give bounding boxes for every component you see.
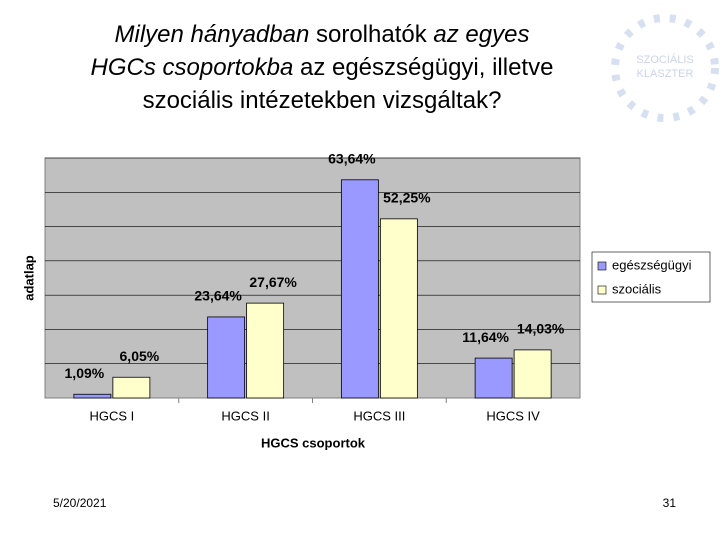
title-segment: Milyen hányadban bbox=[115, 21, 310, 48]
data-label: 27,67% bbox=[249, 274, 297, 290]
x-tick-label: HGCS IV bbox=[486, 408, 540, 423]
bar bbox=[340, 179, 379, 399]
date: 5/20/2021 bbox=[53, 496, 107, 510]
logo-text: SZOCIÁLIS bbox=[636, 53, 693, 66]
data-label: 1,09% bbox=[65, 365, 105, 381]
x-tick-label: HGCS III bbox=[353, 408, 405, 423]
page-number: 31 bbox=[663, 496, 677, 510]
data-label: 52,25% bbox=[383, 190, 431, 206]
logo-ring bbox=[611, 14, 719, 122]
title-segment: szociális intézetekben vizsgáltak? bbox=[143, 87, 502, 114]
x-tick-label: HGCS II bbox=[221, 408, 269, 423]
legend-swatch bbox=[597, 285, 607, 295]
legend-swatch bbox=[597, 261, 607, 271]
x-tick-label: HGCS I bbox=[89, 408, 134, 423]
data-label: 14,03% bbox=[517, 321, 565, 337]
title-segment: HGCs csoportokba bbox=[91, 54, 294, 81]
x-axis-title: HGCS csoportok bbox=[261, 435, 366, 450]
chart-title: HGCs csoportokba az egészségügyi, illetv… bbox=[91, 54, 554, 81]
chart-title: szociális intézetekben vizsgáltak? bbox=[143, 87, 502, 114]
data-label: 23,64% bbox=[194, 288, 242, 304]
bar bbox=[379, 218, 418, 399]
bar bbox=[474, 357, 513, 399]
bar bbox=[73, 393, 112, 399]
data-label: 63,64% bbox=[328, 151, 376, 167]
legend-label: egészségügyi bbox=[612, 257, 692, 272]
bar bbox=[246, 302, 285, 399]
data-label: 11,64% bbox=[462, 329, 509, 345]
bar bbox=[207, 316, 246, 399]
logo-text: KLASZTER bbox=[637, 68, 694, 80]
bar bbox=[112, 376, 151, 399]
title-segment: az egészségügyi, illetve bbox=[293, 54, 553, 81]
chart-title: Milyen hányadban sorolhatók az egyes bbox=[115, 21, 530, 48]
legend bbox=[591, 251, 711, 303]
title-segment: az egyes bbox=[433, 21, 529, 48]
legend-label: szociális bbox=[612, 281, 662, 296]
title-segment: sorolhatók bbox=[309, 21, 433, 48]
data-label: 6,05% bbox=[120, 348, 160, 364]
bar bbox=[513, 349, 552, 399]
y-axis-title: adatlap bbox=[21, 255, 36, 301]
logo: SZOCIÁLIS KLASZTER bbox=[611, 14, 719, 122]
